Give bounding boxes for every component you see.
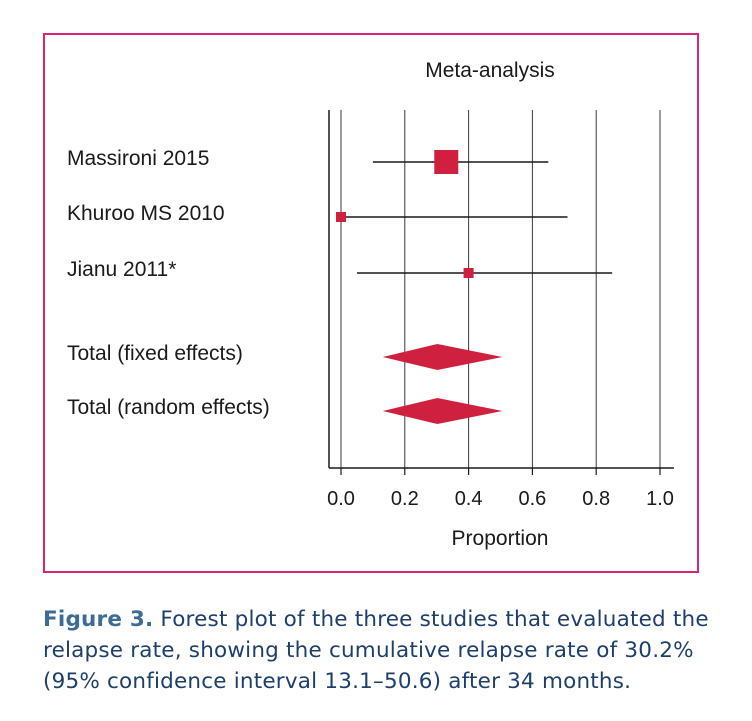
x-tick-label: 0.4 xyxy=(455,488,483,510)
pooled-label: Total (random effects) xyxy=(67,396,270,419)
x-tick-label: 1.0 xyxy=(646,488,674,510)
pooled-label: Total (fixed effects) xyxy=(67,342,243,365)
study-label: Jianu 2011* xyxy=(67,258,176,281)
point-estimate-marker xyxy=(434,150,459,174)
x-tick-label: 0.2 xyxy=(391,488,419,510)
forest-plot: Meta-analysis Massironi 2015 Khuroo MS 20… xyxy=(67,59,674,550)
x-tick-label: 0.0 xyxy=(327,488,355,510)
point-estimate-marker xyxy=(463,268,474,278)
caption-label: Figure 3. xyxy=(43,607,154,632)
x-axis-label: Proportion xyxy=(452,527,549,550)
pooled-estimate-diamond xyxy=(382,398,503,424)
study-label: Khuroo MS 2010 xyxy=(67,202,225,225)
x-tick-label: 0.6 xyxy=(518,488,546,510)
study-label: Massironi 2015 xyxy=(67,147,209,170)
figure-caption: Figure 3. Forest plot of the three studi… xyxy=(43,604,743,697)
caption-text: Forest plot of the three studies that ev… xyxy=(43,607,709,694)
figure-frame xyxy=(43,33,699,573)
x-tick-label: 0.8 xyxy=(582,488,610,510)
pooled-estimate-diamond xyxy=(382,344,503,370)
chart-title: Meta-analysis xyxy=(425,59,555,82)
point-estimate-marker xyxy=(336,212,346,222)
